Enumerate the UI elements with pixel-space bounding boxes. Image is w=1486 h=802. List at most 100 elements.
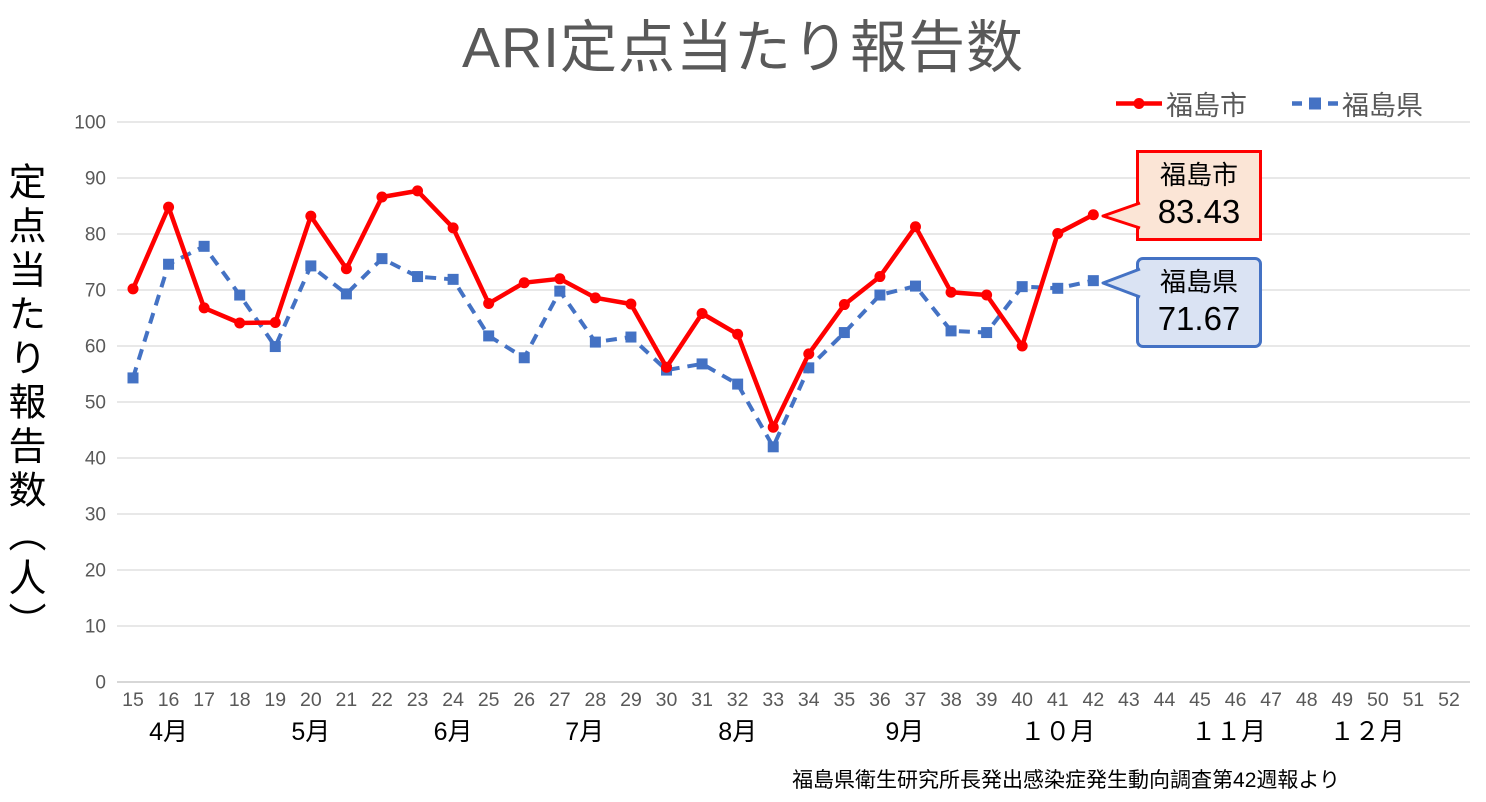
week-tick-label: 26 [513, 689, 535, 711]
series-1-marker [838, 327, 850, 339]
week-tick-label: 16 [158, 689, 180, 711]
series-0-marker [767, 421, 779, 433]
week-tick-label: 29 [620, 689, 642, 711]
series-0-marker [732, 328, 744, 340]
series-0-marker [589, 292, 601, 304]
series-0-marker [234, 317, 246, 329]
week-tick-label: 30 [656, 689, 678, 711]
callout-fukushima-pref: 福島県 71.67 [1101, 257, 1262, 348]
week-tick-label: 41 [1047, 689, 1069, 711]
callout-value: 71.67 [1157, 299, 1241, 337]
y-tick-label: 40 [85, 449, 106, 470]
week-tick-label: 52 [1438, 689, 1460, 711]
series-1-marker [305, 260, 317, 272]
series-1-marker [909, 280, 921, 292]
series-1-marker [1052, 282, 1064, 294]
series-0-line [130, 188, 1096, 430]
series-0-marker [483, 297, 495, 309]
series-1-marker [767, 441, 779, 453]
legend: 福島市 福島県 [1115, 84, 1423, 123]
series-0-marker [554, 273, 566, 285]
month-label: 8月 [718, 718, 757, 746]
week-tick-label: 48 [1296, 689, 1318, 711]
series-0-marker [803, 348, 815, 360]
week-tick-label: 37 [905, 689, 927, 711]
callout-series-name: 福島市 [1159, 160, 1238, 191]
week-tick-label: 23 [407, 689, 429, 711]
legend-label-fukushima-city: 福島市 [1166, 91, 1247, 121]
month-label: １０月 [1020, 718, 1095, 746]
series-1-marker [732, 378, 744, 390]
series-1-marker [696, 358, 708, 370]
legend-line-circle-icon [1116, 98, 1162, 109]
callout-tail-icon [1101, 201, 1141, 230]
y-axis-title: 定点当たり報告数（人） [2, 162, 44, 646]
series-0-marker [874, 271, 886, 283]
series-0-marker [518, 277, 530, 289]
series-0-marker [696, 308, 708, 320]
series-1-marker [874, 289, 886, 301]
week-tick-label: 51 [1403, 689, 1425, 711]
month-label: 4月 [149, 718, 188, 746]
week-tick-label: 40 [1011, 689, 1033, 711]
y-tick-label: 20 [85, 561, 106, 582]
week-tick-label: 50 [1367, 689, 1389, 711]
legend-item-fukushima-city: 福島市 [1115, 84, 1247, 123]
week-tick-label: 44 [1154, 689, 1176, 711]
series-0-marker [1052, 227, 1064, 239]
week-tick-label: 49 [1331, 689, 1353, 711]
series-0-marker [1016, 340, 1028, 352]
week-tick-label: 33 [762, 689, 784, 711]
week-tick-label: 22 [371, 689, 393, 711]
series-1-marker [945, 325, 957, 337]
series-1-marker [1016, 281, 1028, 293]
chart-title: ARI定点当たり報告数 [461, 16, 1025, 80]
series-1-marker [127, 372, 139, 384]
series-1-marker [376, 253, 388, 265]
y-tick-label: 0 [95, 673, 106, 694]
week-tick-label: 32 [727, 689, 749, 711]
month-label: 7月 [565, 718, 604, 746]
series-1-marker [661, 364, 673, 376]
y-tick-label: 90 [85, 169, 106, 190]
month-label: １２月 [1330, 718, 1405, 746]
week-tick-label: 20 [300, 689, 322, 711]
y-tick-label: 30 [85, 505, 106, 526]
month-label: 5月 [291, 718, 330, 746]
series-1-marker [412, 271, 424, 283]
series-1-marker [269, 341, 281, 353]
month-label: 6月 [434, 718, 473, 746]
series-1-marker [447, 273, 459, 285]
y-tick-label: 50 [85, 393, 106, 414]
series-0-marker [127, 283, 139, 295]
series-1-line [131, 244, 1094, 449]
week-tick-label: 21 [336, 689, 358, 711]
series-0-marker [198, 302, 210, 314]
series-1-marker [625, 331, 637, 343]
week-tick-label: 39 [976, 689, 998, 711]
series-0-marker [1087, 209, 1099, 221]
callout-series-name: 福島県 [1159, 267, 1238, 298]
series-1-marker [234, 289, 246, 301]
month-label: 9月 [885, 718, 924, 746]
y-tick-label: 80 [85, 225, 106, 246]
month-label: １１月 [1191, 718, 1266, 746]
series-1-marker [554, 285, 566, 297]
week-tick-label: 28 [585, 689, 607, 711]
y-tick-label: 10 [85, 617, 106, 638]
series-1-marker [981, 327, 993, 339]
y-tick-label: 100 [74, 113, 106, 134]
series-1-marker [483, 330, 495, 342]
y-tick-label: 60 [85, 337, 106, 358]
week-tick-label: 24 [442, 689, 464, 711]
series-0-marker [376, 191, 388, 203]
week-tick-label: 27 [549, 689, 571, 711]
series-0-marker [447, 222, 459, 234]
series-0-marker [625, 298, 637, 310]
series-0-marker [412, 185, 424, 197]
week-tick-label: 34 [798, 689, 820, 711]
series-1-marker [163, 258, 175, 270]
series-0-marker [945, 286, 957, 298]
series-1-marker [198, 240, 210, 252]
